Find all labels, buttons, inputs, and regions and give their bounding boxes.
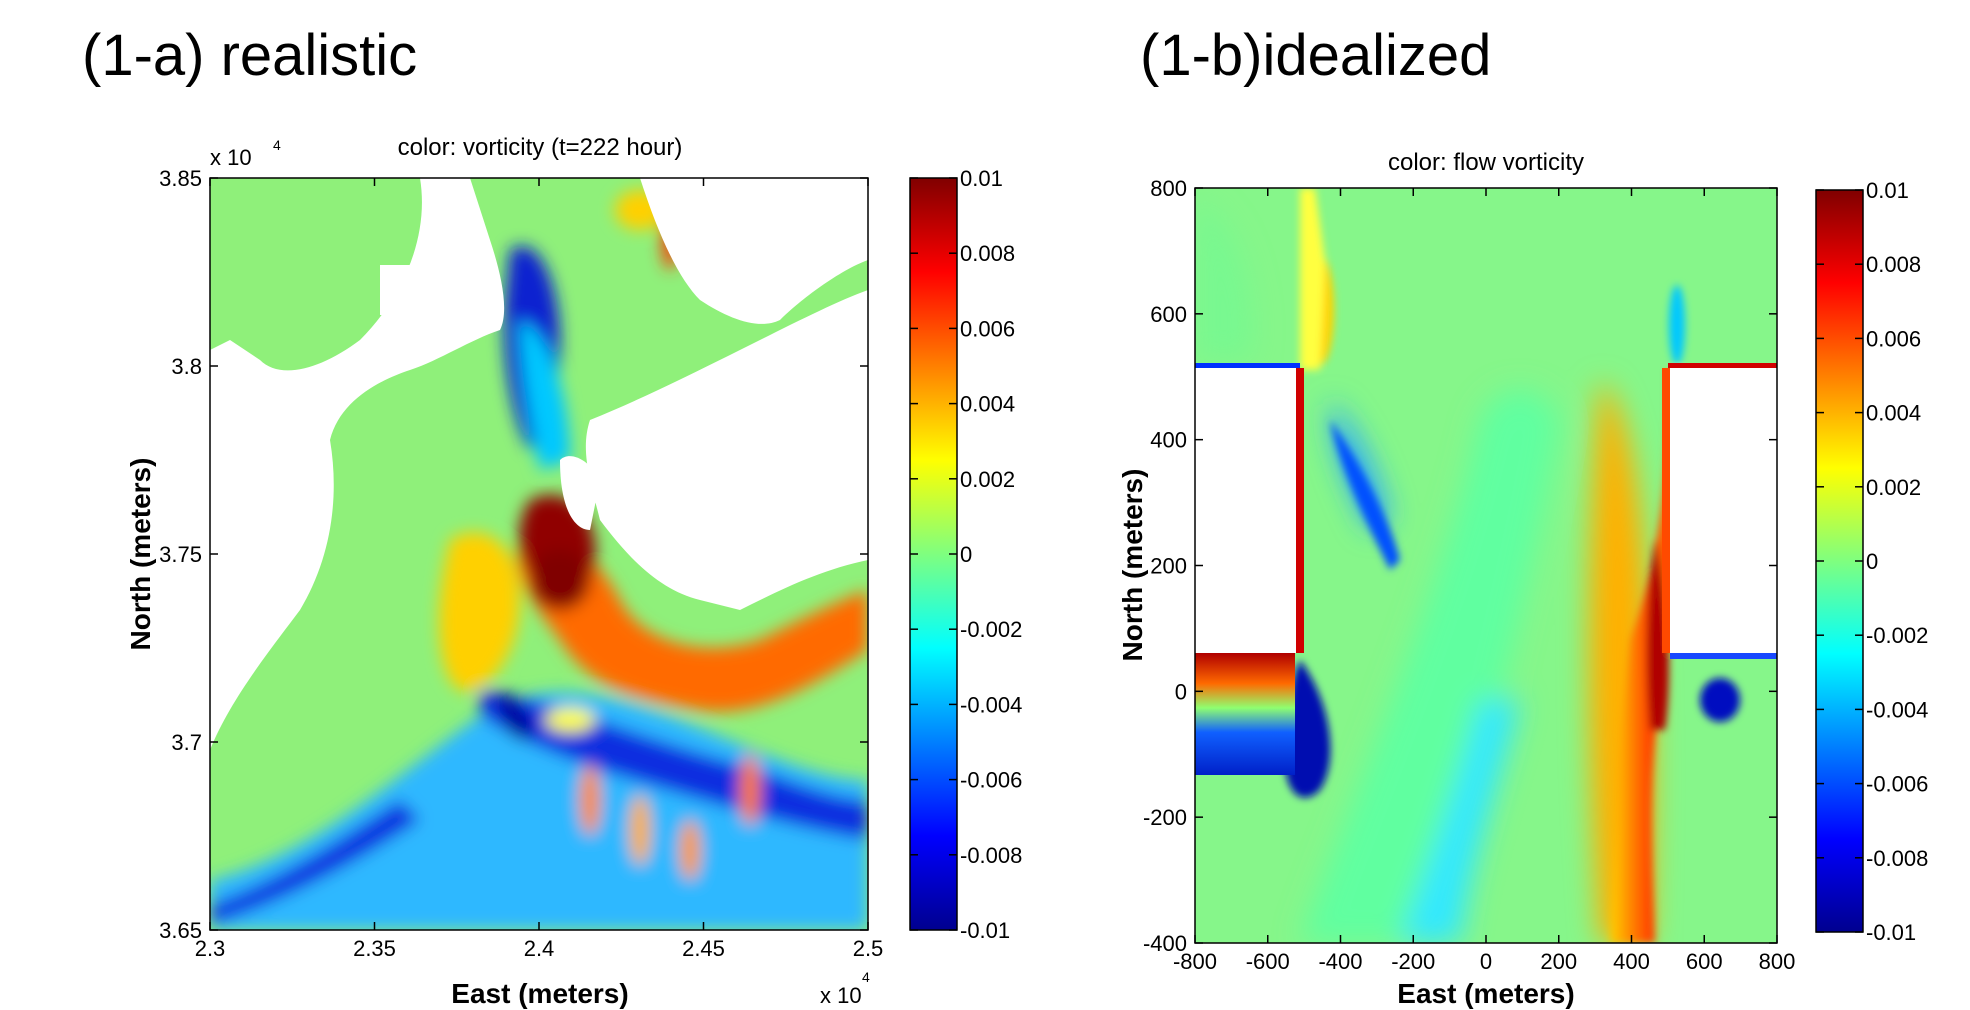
panel-a-vorticity-field <box>210 178 868 930</box>
panel-b-ylabel: North (meters) <box>1117 469 1148 662</box>
panel-b-y-tick-label: 400 <box>1150 428 1187 453</box>
panel-a-colorbar-tick-label: -0.008 <box>960 843 1022 868</box>
panel-b-vorticity-field <box>1195 188 1777 943</box>
panel-a-xlabel: East (meters) <box>451 978 628 1009</box>
panel-b-chart-title: color: flow vorticity <box>1388 149 1584 176</box>
panel-a-y-tick-label: 3.85 <box>159 166 202 191</box>
panel-b-y-tick-label: 600 <box>1150 302 1187 327</box>
panel-b-colorbar-tick-label: 0.008 <box>1866 252 1921 277</box>
panel-b-x-tick-label: -800 <box>1173 949 1217 974</box>
panel-b-x-tick-label: 200 <box>1540 949 1577 974</box>
panel-a-x-multiplier-exponent: 4 <box>862 969 870 985</box>
panel-a-x-tick-label: 2.35 <box>353 936 396 961</box>
panel-b-colorbar-tick-label: 0.01 <box>1866 178 1909 203</box>
panel-b-colorbar-tick-label: -0.01 <box>1866 920 1916 945</box>
panel-a-colorbar-tick-label: -0.004 <box>960 692 1022 717</box>
panel-a-x-tick-label: 2.5 <box>853 936 884 961</box>
panel-b-chart: -800 -600 -400 -200 0 200 400 600 800 -400 -200 0 20… <box>1117 149 1928 1009</box>
panel-b-y-tick-label: -400 <box>1143 931 1187 956</box>
panel-a-colorbar-tick-label: 0.006 <box>960 316 1015 341</box>
panel-b-x-tick-label: -600 <box>1246 949 1290 974</box>
panel-b-y-tick-label: 0 <box>1175 679 1187 704</box>
panel-a-chart-title: color: vorticity (t=222 hour) <box>398 134 683 161</box>
panel-a-y-tick-label: 3.75 <box>159 542 202 567</box>
panel-b-colorbar-tick-label: -0.006 <box>1866 772 1928 797</box>
panel-b-x-tick-label: 0 <box>1480 949 1492 974</box>
panel-a-x-tick-label: 2.4 <box>524 936 555 961</box>
panel-a-colorbar-tick-label: 0.004 <box>960 392 1015 417</box>
panel-b-x-tick-label: 400 <box>1613 949 1650 974</box>
panel-a-colorbar-tick-label: -0.01 <box>960 918 1010 943</box>
panel-b-colorbar-tick-label: 0 <box>1866 549 1878 574</box>
panel-b-x-tick-label: -400 <box>1318 949 1362 974</box>
panel-a-y-multiplier: x 10 <box>210 145 252 170</box>
panel-a-ylabel: North (meters) <box>125 458 156 651</box>
panel-a-x-multiplier: x 10 <box>820 983 862 1008</box>
panel-b-x-tick-label: -200 <box>1391 949 1435 974</box>
panel-a-y-tick-label: 3.7 <box>171 730 202 755</box>
panel-b-y-tick-label: 200 <box>1150 554 1187 579</box>
panel-b-y-tick-label: 800 <box>1150 176 1187 201</box>
panel-a-colorbar-tick-label: 0.008 <box>960 241 1015 266</box>
panel-a-x-tick-label: 2.45 <box>682 936 725 961</box>
panel-a-colorbar-tick-label: 0 <box>960 542 972 567</box>
panel-b-colorbar-tick-label: 0.006 <box>1866 326 1921 351</box>
panel-b-title: (1-b)idealized <box>1140 23 1492 88</box>
panel-a-colorbar-tick-label: -0.006 <box>960 768 1022 793</box>
panel-a-y-tick-label: 3.8 <box>171 354 202 379</box>
panel-b-colorbar-tick-label: -0.004 <box>1866 697 1928 722</box>
panel-b-colorbar-tick-label: 0.002 <box>1866 475 1921 500</box>
panel-a-colorbar-tick-label: -0.002 <box>960 617 1022 642</box>
panel-a-x-tick-label: 2.3 <box>195 936 226 961</box>
panel-b-colorbar-tick-label: -0.008 <box>1866 846 1928 871</box>
panel-a-y-multiplier-exponent: 4 <box>273 137 281 153</box>
panel-a-chart: 2.3 2.35 2.4 2.45 2.5 3.65 3.7 3.75 3.8 3.85 colo… <box>125 134 1022 1009</box>
panel-b-colorbar-tick-label: 0.004 <box>1866 401 1921 426</box>
panel-a-colorbar-tick-label: 0.002 <box>960 467 1015 492</box>
panel-b-y-tick-label: -200 <box>1143 805 1187 830</box>
panel-a-y-tick-label: 3.65 <box>159 918 202 943</box>
panel-b-x-tick-label: 600 <box>1686 949 1723 974</box>
panel-b-x-tick-label: 800 <box>1759 949 1796 974</box>
panel-b-xlabel: East (meters) <box>1397 978 1574 1009</box>
panel-a-title: (1-a) realistic <box>82 23 418 88</box>
panel-b-colorbar-tick-label: -0.002 <box>1866 623 1928 648</box>
panel-a-colorbar-tick-label: 0.01 <box>960 166 1003 191</box>
